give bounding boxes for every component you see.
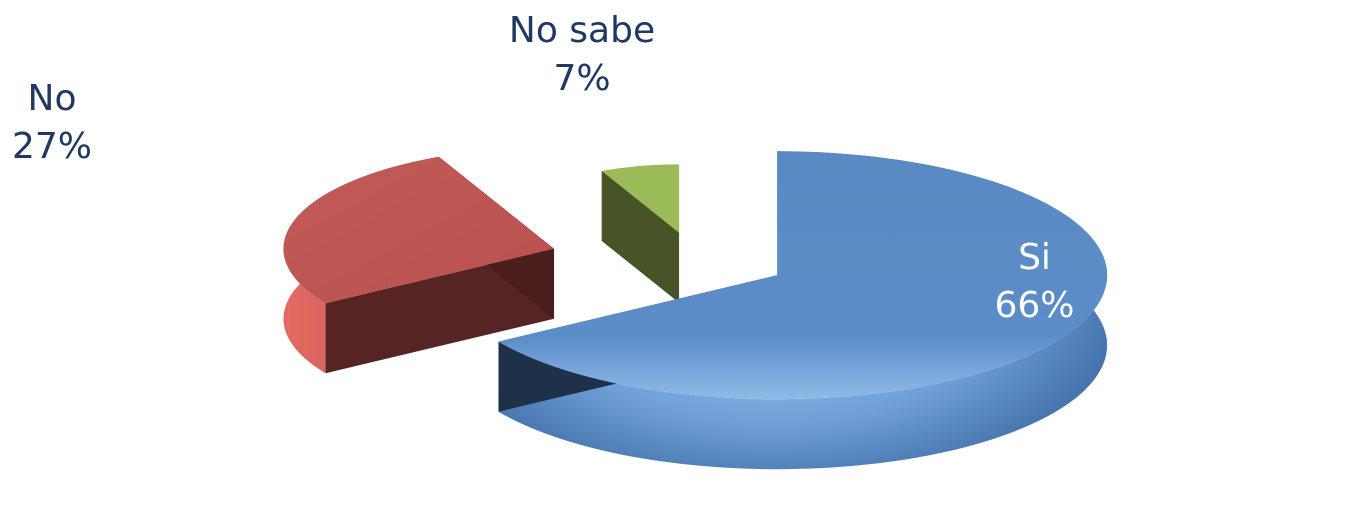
slice-si-label: Si [1018,237,1051,278]
slice-no-sabe-label: No sabe [509,10,655,51]
slice-no [283,156,555,304]
slice-no-label: No [28,78,77,119]
slice-no-sabe [601,164,680,233]
slice-si-percent: 66% [995,285,1075,326]
slice-no-wall-start [325,248,555,374]
slice-no-sabe-wall-start [601,171,680,303]
slice-si [498,151,1108,400]
slice-no-sabe-percent: 7% [553,58,610,99]
slice-no-percent: 27% [12,126,92,167]
